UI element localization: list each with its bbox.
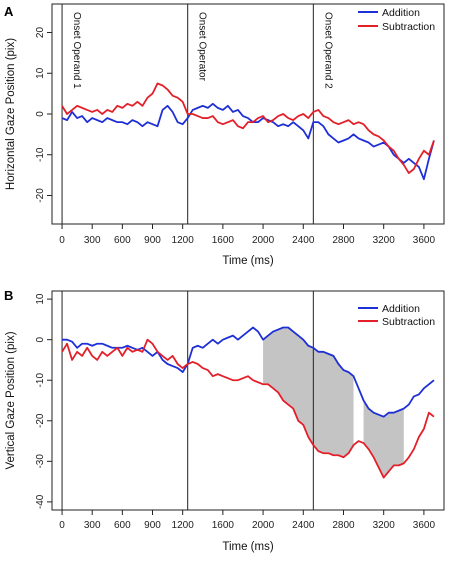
x-axis-title: Time (ms): [222, 255, 273, 267]
y-axis-title: Horizontal Gaze Position (pix): [5, 38, 17, 190]
y-axis-title: Vertical Gaze Position (pix): [5, 331, 17, 469]
series-line-subtraction: [61, 338, 435, 479]
onset-label-1: Onset Operand 1: [71, 12, 82, 89]
series-line-subtraction: [61, 82, 435, 174]
y-tick-label: 0: [35, 111, 46, 117]
x-tick-label: 1600: [212, 520, 235, 531]
x-tick-label: 2000: [252, 520, 275, 531]
y-tick-label: -30: [35, 454, 46, 469]
y-tick-label: -20: [35, 188, 46, 203]
onset-label-3: Onset Operand 2: [322, 12, 333, 89]
x-tick-label: 900: [144, 235, 161, 246]
x-tick-label: 900: [144, 520, 161, 531]
legend-label-subtraction: Subtraction: [382, 316, 435, 328]
x-tick-label: 600: [114, 235, 131, 246]
series-line-addition: [62, 326, 435, 418]
significance-region-2: [363, 400, 404, 478]
y-tick-label: 20: [35, 27, 46, 39]
y-tick-label: -40: [35, 494, 46, 509]
x-tick-label: 1200: [172, 235, 195, 246]
panel-letter: A: [4, 4, 14, 19]
panel-letter: B: [4, 288, 13, 303]
x-tick-label: 1200: [172, 520, 195, 531]
legend-label-addition: Addition: [382, 7, 420, 19]
significance-region-1: [263, 327, 354, 458]
x-tick-label: 0: [59, 235, 65, 246]
x-tick-label: 2000: [252, 235, 275, 246]
x-tick-label: 2400: [292, 235, 315, 246]
x-axis-title: Time (ms): [222, 541, 273, 553]
y-tick-label: -10: [35, 373, 46, 388]
legend-label-subtraction: Subtraction: [382, 21, 435, 33]
plot-frame: [51, 290, 445, 511]
y-tick-label: -20: [35, 413, 46, 428]
x-tick-label: 2400: [292, 520, 315, 531]
x-tick-label: 3200: [373, 520, 396, 531]
panel-a: A Onset Operand 1 Onset Operator Onset Oper…: [4, 3, 445, 267]
y-tick-label: 10: [35, 293, 46, 305]
panel-b: B 0 300 600 900 1200 1600 2000 2400 2800 3200 3600 T…: [4, 288, 445, 553]
x-tick-label: 600: [114, 520, 131, 531]
x-tick-label: 300: [84, 520, 101, 531]
x-tick-label: 300: [84, 235, 101, 246]
legend-label-addition: Addition: [382, 303, 420, 315]
plot-frame: [51, 3, 445, 225]
x-tick-label: 2800: [332, 520, 355, 531]
x-tick-label: 1600: [212, 235, 235, 246]
y-tick-label: 10: [35, 67, 46, 79]
y-tick-label: 0: [35, 336, 46, 342]
x-tick-label: 3200: [373, 235, 396, 246]
onset-label-2: Onset Operator: [197, 12, 208, 82]
x-tick-label: 3600: [413, 520, 436, 531]
y-tick-label: -10: [35, 147, 46, 162]
series-line-addition: [61, 102, 435, 181]
x-tick-label: 2800: [332, 235, 355, 246]
x-tick-label: 3600: [413, 235, 436, 246]
x-tick-label: 0: [59, 520, 65, 531]
